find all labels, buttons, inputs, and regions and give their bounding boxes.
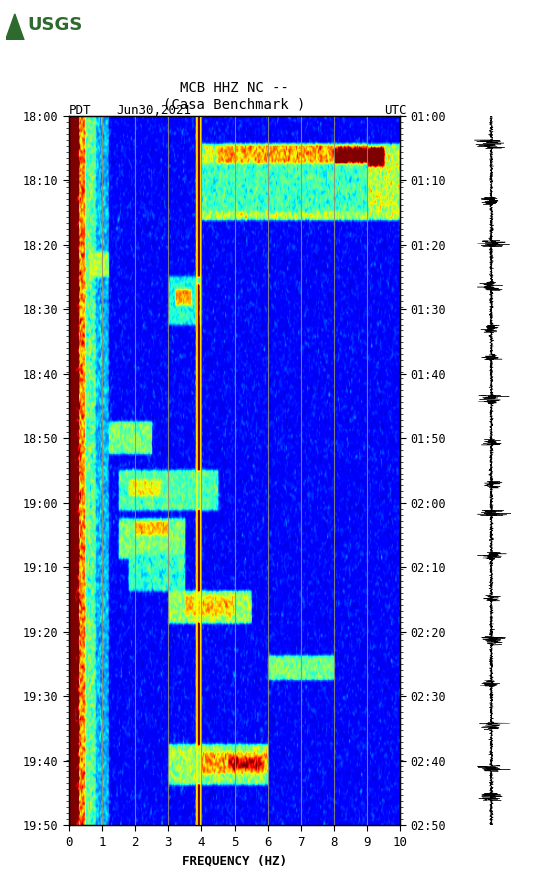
Text: Jun30,2021: Jun30,2021 [116,103,191,117]
X-axis label: FREQUENCY (HZ): FREQUENCY (HZ) [182,854,287,867]
Text: (Casa Benchmark ): (Casa Benchmark ) [163,97,306,112]
Text: PDT: PDT [69,103,92,117]
Text: UTC: UTC [384,103,406,117]
Text: USGS: USGS [27,16,83,34]
Polygon shape [6,14,24,40]
Text: MCB HHZ NC --: MCB HHZ NC -- [180,81,289,95]
